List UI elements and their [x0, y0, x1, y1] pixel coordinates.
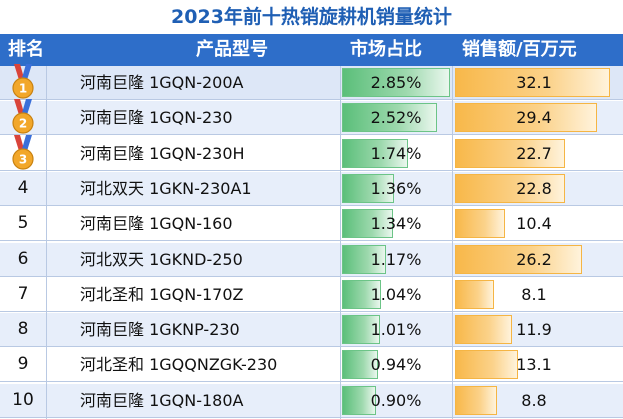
table-row: 8 河南巨隆 1GKNP-230 1.01% 11.9 — [0, 313, 623, 348]
sales-label: 22.8 — [516, 178, 552, 198]
sales-bar — [455, 385, 498, 415]
share-bar — [342, 138, 408, 168]
product-model: 河南巨隆 1GQN-200A — [80, 73, 244, 92]
share-bar — [342, 244, 387, 274]
share-bar — [342, 103, 438, 133]
share-bar — [342, 209, 393, 239]
table-row: 9 河北圣和 1GQQNZGK-230 0.94% 13.1 — [0, 348, 623, 383]
share-label: 1.17% — [370, 249, 422, 269]
column-divider — [340, 66, 341, 419]
sales-bar — [455, 244, 582, 274]
sales-bar — [455, 209, 506, 239]
sales-bar — [455, 315, 513, 345]
table-row: 10 河南巨隆 1GQN-180A 0.90% 8.8 — [0, 383, 623, 418]
sales-label: 26.2 — [516, 249, 552, 269]
product-model: 河南巨隆 1GQN-230H — [80, 143, 245, 163]
share-bar — [342, 68, 450, 97]
share-bar — [342, 173, 394, 203]
rank-number: 5 — [17, 213, 29, 234]
product-model: 河北双天 1GKN-230A1 — [80, 178, 252, 198]
header-model: 产品型号 — [196, 39, 268, 60]
column-divider — [46, 66, 47, 419]
header-sales: 销售额/百万元 — [462, 39, 577, 60]
sales-label: 22.7 — [516, 143, 552, 163]
share-bar — [342, 315, 381, 345]
rank-number: 7 — [17, 283, 29, 304]
table-row: 2 河南巨隆 1GQN-230 2.52% 29.4 — [0, 99, 623, 136]
table-row: 6 河北双天 1GKND-250 1.17% 26.2 — [0, 242, 623, 277]
sales-label: 8.1 — [521, 284, 547, 304]
rank-number: 8 — [17, 319, 29, 340]
product-model: 河南巨隆 1GKNP-230 — [80, 320, 240, 340]
header-share: 市场占比 — [350, 39, 422, 60]
sales-label: 10.4 — [516, 214, 552, 234]
rank-number: 9 — [17, 354, 29, 375]
sales-bar — [455, 279, 495, 309]
product-model: 河南巨隆 1GQN-230 — [80, 108, 233, 128]
column-divider — [452, 66, 453, 419]
table-row: 7 河北圣和 1GQN-170Z 1.04% 8.1 — [0, 277, 623, 312]
sales-bar — [455, 350, 519, 380]
share-bar — [342, 350, 378, 380]
header-rank: 排名 — [8, 39, 44, 60]
share-label: 1.04% — [370, 284, 422, 304]
table-row: 4 河北双天 1GKN-230A1 1.36% 22.8 — [0, 171, 623, 206]
share-label: 1.34% — [370, 214, 422, 234]
share-label: 2.52% — [370, 108, 422, 128]
sales-bar — [455, 68, 610, 97]
product-model: 河北圣和 1GQN-170Z — [80, 284, 244, 304]
share-label: 1.74% — [370, 143, 422, 163]
share-bar — [342, 279, 382, 309]
gold-medal-icon: 1 — [12, 64, 34, 99]
table-title: 2023年前十热销旋耕机销量统计 — [171, 6, 452, 28]
sales-bar — [455, 173, 566, 203]
table-row: 1 河南巨隆 1GQN-200A 2.85% 32.1 — [0, 64, 623, 100]
product-model: 河南巨隆 1GQN-160 — [80, 214, 233, 234]
medal-number: 3 — [19, 152, 27, 166]
table-header: 排名 产品型号 市场占比 销售额/百万元 — [0, 34, 623, 66]
sales-label: 11.9 — [516, 320, 552, 340]
product-model: 河北双天 1GKND-250 — [80, 249, 243, 269]
product-model: 河北圣和 1GQQNZGK-230 — [80, 355, 278, 375]
sales-label: 29.4 — [516, 108, 552, 128]
share-label: 0.90% — [370, 390, 422, 410]
rank-number: 6 — [17, 248, 29, 269]
share-label: 2.85% — [370, 73, 422, 92]
sales-label: 8.8 — [521, 390, 547, 410]
sales-bar — [455, 138, 565, 168]
share-label: 0.94% — [370, 355, 422, 375]
medal-number: 2 — [19, 117, 27, 131]
share-label: 1.01% — [370, 320, 422, 340]
sales-bar — [455, 103, 597, 133]
sales-label: 13.1 — [516, 355, 552, 375]
bronze-medal-icon: 3 — [12, 134, 34, 170]
table-row: 3 河南巨隆 1GQN-230H 1.74% 22.7 — [0, 134, 623, 171]
share-bar — [342, 385, 377, 415]
table-row: 5 河南巨隆 1GQN-160 1.34% 10.4 — [0, 207, 623, 242]
product-model: 河南巨隆 1GQN-180A — [80, 390, 244, 410]
rank-number: 10 — [12, 389, 34, 410]
sales-label: 32.1 — [516, 73, 552, 92]
rank-number: 4 — [17, 177, 29, 198]
medal-number: 1 — [19, 82, 27, 96]
silver-medal-icon: 2 — [12, 99, 34, 134]
share-label: 1.36% — [370, 178, 422, 198]
